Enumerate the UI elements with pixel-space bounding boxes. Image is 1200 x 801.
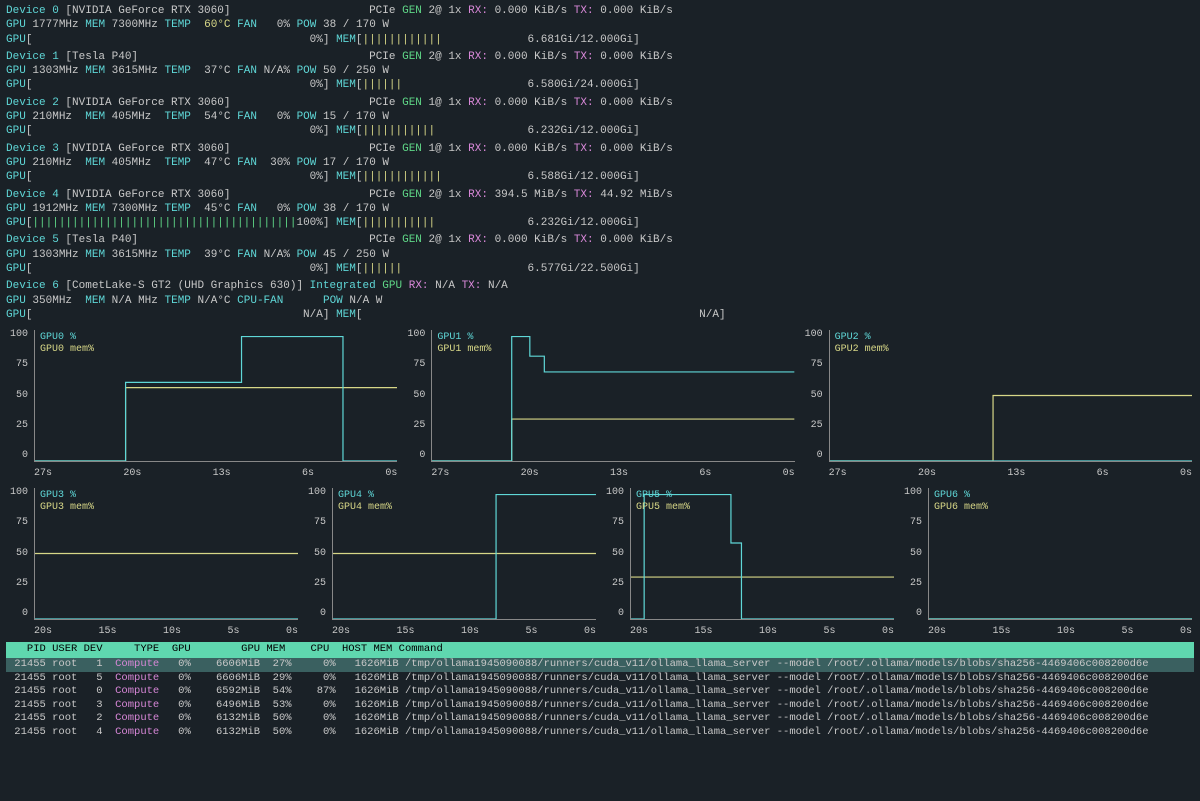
gpu-chart: 1007550250GPU0 %GPU0 mem%27s20s13s6s0s xyxy=(6,328,399,480)
process-row[interactable]: 21455 root 3 Compute 0% 6496MiB 53% 0% 1… xyxy=(6,699,1194,713)
process-row[interactable]: 21455 root 0 Compute 0% 6592MiB 54% 87% … xyxy=(6,685,1194,699)
gpu-chart: 1007550250GPU3 %GPU3 mem%20s15s10s5s0s xyxy=(6,486,300,638)
device-list: Device 0 [NVIDIA GeForce RTX 3060] PCIe … xyxy=(6,4,1194,322)
gpu-chart: 1007550250GPU6 %GPU6 mem%20s15s10s5s0s xyxy=(900,486,1194,638)
process-row[interactable]: 21455 root 1 Compute 0% 6606MiB 27% 0% 1… xyxy=(6,658,1194,672)
charts-row-2: 1007550250GPU3 %GPU3 mem%20s15s10s5s0s10… xyxy=(6,486,1194,638)
device-block: Device 6 [CometLake-S GT2 (UHD Graphics … xyxy=(6,279,1194,322)
process-table-header: PID USER DEV TYPE GPU GPU MEM CPU HOST M… xyxy=(6,642,1194,658)
gpu-chart: 1007550250GPU1 %GPU1 mem%27s20s13s6s0s xyxy=(403,328,796,480)
device-block: Device 4 [NVIDIA GeForce RTX 3060] PCIe … xyxy=(6,188,1194,231)
process-table: PID USER DEV TYPE GPU GPU MEM CPU HOST M… xyxy=(6,642,1194,739)
process-row[interactable]: 21455 root 4 Compute 0% 6132MiB 50% 0% 1… xyxy=(6,726,1194,740)
gpu-chart: 1007550250GPU5 %GPU5 mem%20s15s10s5s0s xyxy=(602,486,896,638)
process-row[interactable]: 21455 root 2 Compute 0% 6132MiB 50% 0% 1… xyxy=(6,712,1194,726)
process-row[interactable]: 21455 root 5 Compute 0% 6606MiB 29% 0% 1… xyxy=(6,672,1194,686)
charts-row-1: 1007550250GPU0 %GPU0 mem%27s20s13s6s0s10… xyxy=(6,328,1194,480)
gpu-chart: 1007550250GPU2 %GPU2 mem%27s20s13s6s0s xyxy=(801,328,1194,480)
device-block: Device 2 [NVIDIA GeForce RTX 3060] PCIe … xyxy=(6,96,1194,139)
device-block: Device 1 [Tesla P40] PCIe GEN 2@ 1x RX: … xyxy=(6,50,1194,93)
device-block: Device 3 [NVIDIA GeForce RTX 3060] PCIe … xyxy=(6,142,1194,185)
gpu-chart: 1007550250GPU4 %GPU4 mem%20s15s10s5s0s xyxy=(304,486,598,638)
device-block: Device 0 [NVIDIA GeForce RTX 3060] PCIe … xyxy=(6,4,1194,47)
device-block: Device 5 [Tesla P40] PCIe GEN 2@ 1x RX: … xyxy=(6,233,1194,276)
